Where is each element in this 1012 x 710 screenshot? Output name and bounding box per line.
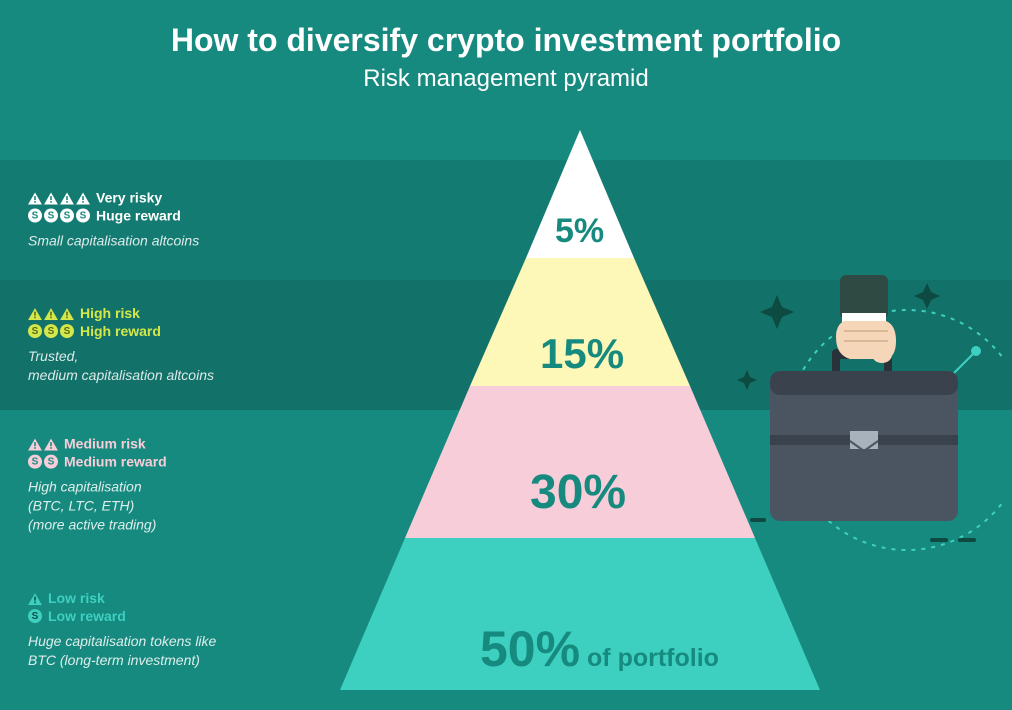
risk-line: Medium risk bbox=[28, 436, 167, 452]
tier-desc: Huge capitalisation tokens likeBTC (long… bbox=[28, 632, 216, 670]
tier-desc: Small capitalisation altcoins bbox=[28, 232, 199, 251]
warning-icon bbox=[28, 192, 42, 204]
coin-icon: S bbox=[44, 324, 58, 338]
warning-icon bbox=[60, 307, 74, 319]
risk-label: Very risky bbox=[96, 190, 162, 206]
coin-icon: S bbox=[44, 455, 58, 469]
risk-line: Very risky bbox=[28, 190, 199, 206]
risk-label: High risk bbox=[80, 305, 140, 321]
content-area: Very riskySSSSHuge rewardSmall capitalis… bbox=[0, 130, 1012, 710]
pct-label-3: 50% of portfolio bbox=[480, 620, 719, 678]
warning-icon bbox=[28, 592, 42, 604]
coin-icon: S bbox=[60, 209, 74, 223]
tier-desc: High capitalisation(BTC, LTC, ETH)(more … bbox=[28, 478, 167, 535]
page-title: How to diversify crypto investment portf… bbox=[0, 22, 1012, 59]
warning-icon bbox=[44, 438, 58, 450]
header: How to diversify crypto investment portf… bbox=[0, 0, 1012, 93]
coin-icon: S bbox=[60, 324, 74, 338]
warning-icon bbox=[60, 192, 74, 204]
risk-line: Low risk bbox=[28, 590, 216, 606]
reward-line: S Low reward bbox=[28, 608, 216, 624]
warning-icon bbox=[44, 192, 58, 204]
reward-line: SS Medium reward bbox=[28, 454, 167, 470]
reward-label: Low reward bbox=[48, 608, 126, 624]
risk-label: Low risk bbox=[48, 590, 105, 606]
tier-info-0: Very riskySSSSHuge rewardSmall capitalis… bbox=[28, 190, 199, 251]
tier-info-1: High riskSSSHigh rewardTrusted,medium ca… bbox=[28, 305, 214, 385]
coin-icon: S bbox=[28, 609, 42, 623]
coin-icon: S bbox=[44, 209, 58, 223]
warning-icon bbox=[76, 192, 90, 204]
tier-info-2: Medium risk SS Medium reward High capitalis… bbox=[28, 436, 167, 535]
hand-icon bbox=[836, 275, 896, 363]
warning-icon bbox=[28, 438, 42, 450]
warning-icon bbox=[44, 307, 58, 319]
risk-label: Medium risk bbox=[64, 436, 146, 452]
pct-suffix: of portfolio bbox=[580, 644, 719, 672]
reward-label: Huge reward bbox=[96, 208, 181, 224]
coin-icon: S bbox=[28, 324, 42, 338]
pct-label-1: 15% bbox=[540, 330, 624, 378]
pct-label-0: 5% bbox=[555, 212, 604, 251]
reward-label: Medium reward bbox=[64, 454, 167, 470]
pct-label-2: 30% bbox=[530, 465, 626, 520]
coin-icon: S bbox=[76, 209, 90, 223]
coin-icon: S bbox=[28, 455, 42, 469]
risk-line: High risk bbox=[28, 305, 214, 321]
reward-line: SSSHigh reward bbox=[28, 323, 214, 339]
tier-desc: Trusted,medium capitalisation altcoins bbox=[28, 347, 214, 385]
page-subtitle: Risk management pyramid bbox=[0, 65, 1012, 93]
tier-info-3: Low risk S Low reward Huge capitalisation t… bbox=[28, 590, 216, 670]
coin-icon: S bbox=[28, 209, 42, 223]
reward-line: SSSSHuge reward bbox=[28, 208, 199, 224]
warning-icon bbox=[28, 307, 42, 319]
reward-label: High reward bbox=[80, 323, 161, 339]
